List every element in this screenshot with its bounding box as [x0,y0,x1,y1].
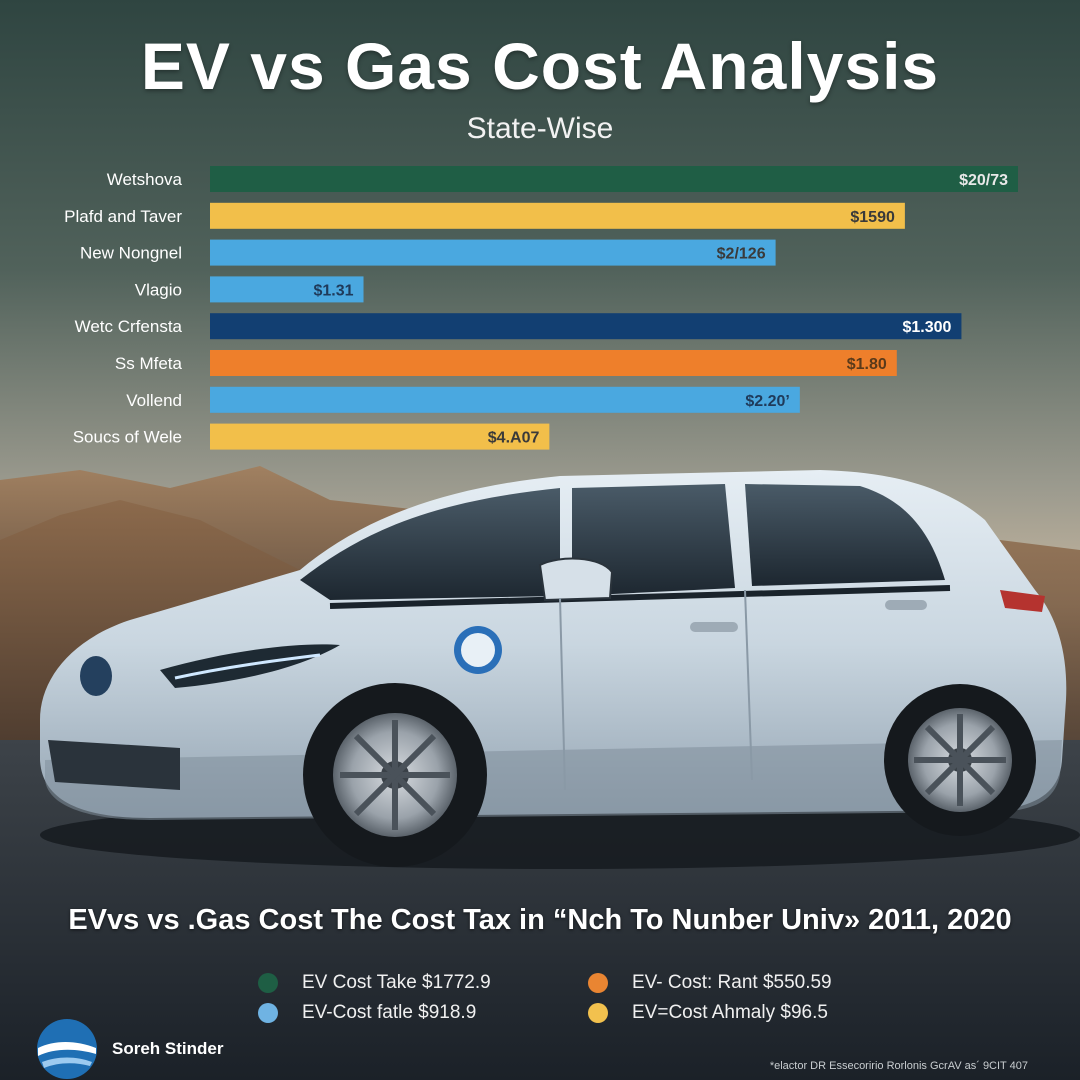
value-label: $1590 [850,209,895,226]
category-label: Plafd and Taver [64,207,182,226]
bar [210,166,1018,192]
chart-caption: EVvs vs .Gas Cost The Cost Tax in “Nch T… [68,904,1012,936]
value-label: $4.A07 [488,430,540,447]
bar [210,276,364,303]
legend-item-ev-cost-take: EV Cost Take $1772.9 [258,968,491,998]
legend-label: EV=Cost Ahmaly $96.5 [632,1002,828,1023]
legend-swatch [258,973,278,993]
category-label: Vollend [126,391,182,410]
value-label: $20/73 [959,172,1008,189]
category-label: Ss Mfeta [115,354,183,373]
brand-name: Soreh Stinder [112,1039,224,1058]
category-label: Wetshova [107,170,183,189]
bar [210,350,897,376]
bar [210,423,550,450]
page-subtitle: State-Wise [466,112,614,145]
value-label: $1.31 [313,282,353,299]
legend-swatch [588,973,608,993]
legend-swatch [588,1003,608,1023]
category-label: New Nongnel [80,244,182,263]
bar [210,202,905,229]
legend-label: EV Cost Take $1772.9 [302,972,491,993]
brand-logo-icon [37,1019,97,1079]
category-label: Wetc Crfensta [75,317,183,336]
legend-label: EV- Cost: Rant $550.59 [632,972,832,993]
bar [210,313,962,340]
page-title: EV vs Gas Cost Analysis [140,29,940,103]
legend-item-ev-cost-fatle: EV-Cost fatle $918.9 [258,998,476,1028]
bar-chart: Wetshova $20/73 Plafd and Taver $1590 New No… [64,166,1018,450]
legend-swatch [258,1003,278,1023]
value-label: $2.20’ [745,393,789,410]
legend-item-ev-cost-ahmaly: EV=Cost Ahmaly $96.5 [588,998,828,1028]
category-label: Soucs of Wele [73,428,182,447]
bar [210,386,800,413]
legend-item-ev-cost-rant: EV- Cost: Rant $550.59 [588,968,832,998]
brand: Soreh Stinder [36,1018,223,1080]
value-label: $1.80 [847,356,887,373]
bar [210,239,776,266]
category-label: Vlagio [135,280,182,299]
value-label: $2/126 [717,246,766,263]
footnote: *elactor DR Essecoririo Rorlonis GcrAV a… [769,1060,1028,1072]
legend-label: EV-Cost fatle $918.9 [302,1002,477,1023]
value-label: $1.300 [903,319,952,336]
